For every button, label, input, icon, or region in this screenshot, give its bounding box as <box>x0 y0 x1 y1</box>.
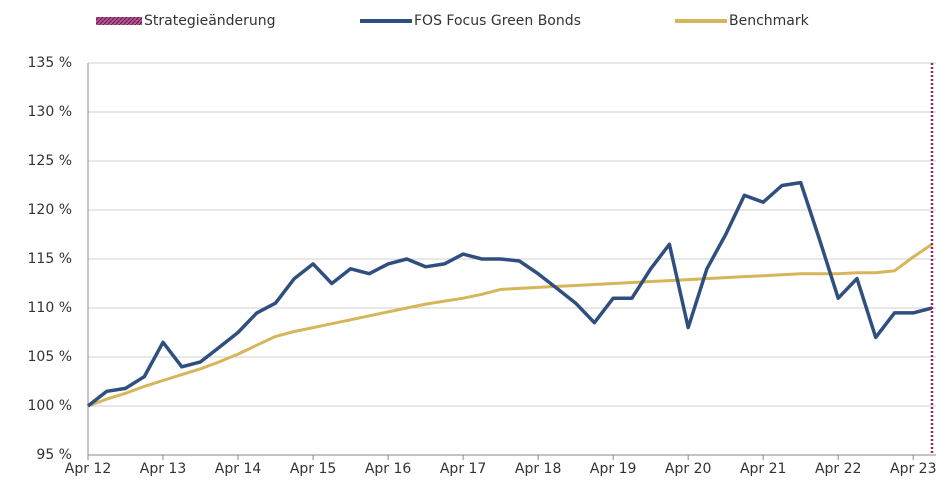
y-tick-label: 120 % <box>28 202 72 218</box>
x-tick-label: Apr 23 <box>890 461 936 477</box>
series-line <box>87 243 933 408</box>
x-tick-label: Apr 17 <box>440 461 486 477</box>
y-tick-label: 115 % <box>28 251 72 267</box>
y-tick-label: 125 % <box>28 153 72 169</box>
y-tick-label: 135 % <box>28 55 72 71</box>
x-tick-label: Apr 14 <box>215 461 262 477</box>
y-tick-label: 130 % <box>28 104 72 120</box>
legend-label: Strategieänderung <box>144 13 276 29</box>
x-tick-label: Apr 19 <box>590 461 636 477</box>
x-tick-label: Apr 15 <box>290 461 336 477</box>
y-tick-label: 105 % <box>28 349 72 365</box>
x-tick-label: Apr 22 <box>815 461 861 477</box>
x-tick-label: Apr 12 <box>65 461 111 477</box>
x-tick-label: Apr 18 <box>515 461 561 477</box>
legend-label: FOS Focus Green Bonds <box>414 13 581 29</box>
x-tick-label: Apr 13 <box>140 461 186 477</box>
legend-label: Benchmark <box>729 13 810 29</box>
y-tick-label: 100 % <box>28 398 72 414</box>
y-tick-label: 110 % <box>28 300 72 316</box>
x-tick-label: Apr 21 <box>740 461 786 477</box>
x-tick-label: Apr 16 <box>365 461 412 477</box>
legend-swatch <box>96 17 142 25</box>
x-tick-label: Apr 20 <box>665 461 711 477</box>
series-line <box>86 180 933 408</box>
y-tick-label: 95 % <box>36 447 72 463</box>
